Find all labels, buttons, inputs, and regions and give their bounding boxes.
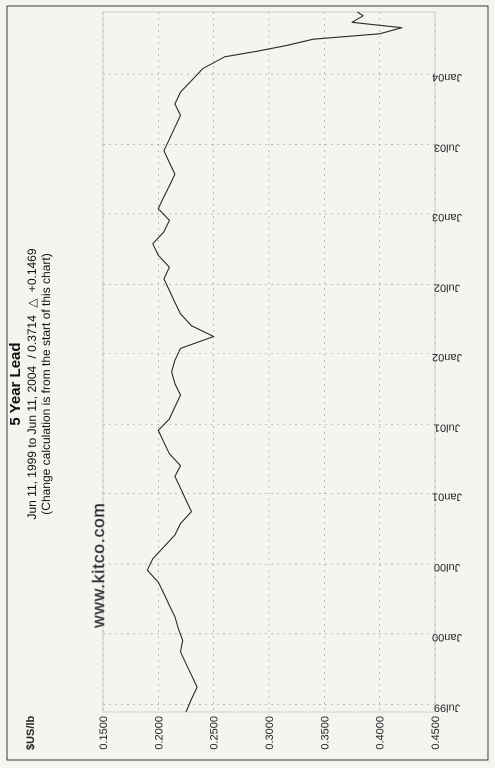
y-tick-label: 0.3500 xyxy=(319,716,331,750)
y-tick-labels: 0.1500 0.2000 0.2500 0.3000 0.3500 0.4000 0.45… xyxy=(98,716,442,750)
y-tick-label: 0.2000 xyxy=(153,716,165,750)
change-delta-icon: △ xyxy=(25,298,39,308)
subtitle-range: Jun 11, 1999 to Jun 11, 2004 xyxy=(25,366,39,520)
chart-title: 5 Year Lead xyxy=(7,342,24,425)
chart-subtitle: Jun 11, 1999 to Jun 11, 2004 / 0.3714 △ … xyxy=(25,248,39,519)
y-tick-label: 0.1500 xyxy=(98,716,110,750)
x-tick-label: Jan01 xyxy=(432,491,462,503)
y-axis-label: $US/lb xyxy=(25,715,37,750)
y-tick-label: 0.3000 xyxy=(264,716,276,750)
title-block: 5 Year Lead Jun 11, 1999 to Jun 11, 2004… xyxy=(7,248,108,750)
x-tick-label: Jan03 xyxy=(432,211,462,223)
x-tick-label: Jan04 xyxy=(432,71,462,83)
x-tick-label: Jan00 xyxy=(432,631,462,643)
x-tick-label: Jul99 xyxy=(434,701,460,713)
page-frame xyxy=(6,5,489,761)
x-tick-labels: Jul99 Jan00 Jul00 Jan01 Jul01 Jan02 Jul02 Jan03… xyxy=(432,71,462,713)
x-tick-label: Jul02 xyxy=(434,281,460,293)
grid-lines xyxy=(102,12,436,712)
y-tick-label: 0.4500 xyxy=(430,716,442,750)
x-tick-label: Jul01 xyxy=(434,421,460,433)
subtitle-change: / 0.3714 xyxy=(25,315,39,359)
change-note: (Change calculation is from the start of… xyxy=(39,253,53,514)
change-value: +0.1469 xyxy=(25,248,39,292)
x-tick-label: Jul00 xyxy=(434,561,460,573)
y-tick-label: 0.4000 xyxy=(375,716,387,750)
series-layer xyxy=(146,11,403,713)
y-tick-label: 0.2500 xyxy=(209,716,221,750)
watermark: www.kitco.com xyxy=(89,502,108,628)
price-line xyxy=(146,11,403,713)
x-tick-label: Jul03 xyxy=(434,142,460,154)
x-tick-label: Jan02 xyxy=(432,351,462,363)
